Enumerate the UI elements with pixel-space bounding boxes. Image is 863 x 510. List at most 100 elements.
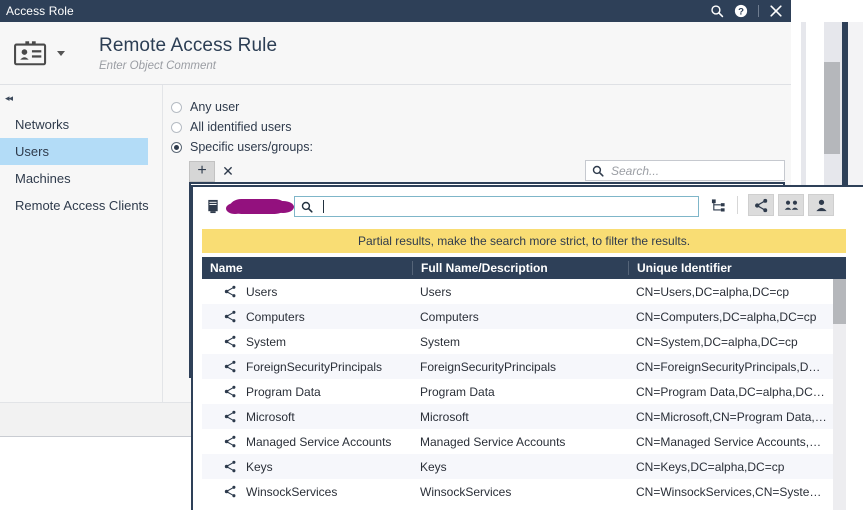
table-row[interactable]: Managed Service Accounts Managed Service … xyxy=(202,429,846,454)
table-scrollbar[interactable] xyxy=(833,279,846,510)
share-nodes-icon xyxy=(224,285,236,298)
redacted-domain-dropdown[interactable] xyxy=(226,198,294,214)
hierarchy-view-button[interactable] xyxy=(705,194,731,216)
radio-option-all-identified-users[interactable]: All identified users xyxy=(171,117,791,137)
table-row[interactable]: Program Data Program Data CN=Program Data,… xyxy=(202,379,846,404)
cell-name: ForeignSecurityPrincipals xyxy=(202,360,412,374)
toolbar-divider xyxy=(737,196,738,214)
dialog-search-input[interactable] xyxy=(294,196,699,217)
row-name-text: Users xyxy=(246,284,278,299)
page-title: Remote Access Rule xyxy=(99,34,278,56)
radio-specific-users-groups[interactable] xyxy=(171,141,182,153)
cell-unique-identifier: CN=WinsockServices,CN=System,DC... xyxy=(636,484,846,499)
sidebar-collapse-icon[interactable]: ◂◂ xyxy=(5,93,13,103)
share-nodes-icon xyxy=(224,460,236,473)
dialog-toolbar xyxy=(193,187,861,225)
cell-name: Microsoft xyxy=(202,410,412,424)
sidebar-item-users[interactable]: Users xyxy=(0,138,148,165)
table-row[interactable]: System System CN=System,DC=alpha,DC=cp xyxy=(202,329,846,354)
share-nodes-icon xyxy=(224,310,236,323)
close-icon[interactable] xyxy=(769,4,783,18)
id-badge-icon xyxy=(14,41,47,66)
search-icon xyxy=(592,165,604,177)
sidebar-item-networks[interactable]: Networks xyxy=(15,117,70,132)
user-view-button[interactable] xyxy=(808,194,834,216)
table-row[interactable]: Microsoft Microsoft CN=Microsoft,CN=Progra… xyxy=(202,404,846,429)
cell-name: Computers xyxy=(202,310,412,324)
radio-option-specific-users[interactable]: Specific users/groups: xyxy=(171,137,791,157)
window-title: Access Role xyxy=(6,4,74,18)
partial-results-banner: Partial results, make the search more st… xyxy=(202,229,846,253)
results-table: Name Full Name/Description Unique Identi… xyxy=(202,257,846,510)
row-name-text: Program Data xyxy=(246,384,321,399)
row-name-text: Computers xyxy=(246,309,305,324)
cell-unique-identifier: CN=Keys,DC=alpha,DC=cp xyxy=(636,459,785,474)
cell-full-name: Program Data xyxy=(420,384,495,399)
cell-full-name: Keys xyxy=(420,459,447,474)
cell-full-name: Managed Service Accounts xyxy=(420,434,566,449)
radio-any-user[interactable] xyxy=(171,101,182,113)
search-input[interactable]: Search... xyxy=(585,160,785,181)
object-titles: Remote Access Rule Enter Object Comment xyxy=(99,35,277,72)
bg-scrollbar-thumb[interactable] xyxy=(824,62,840,154)
help-icon[interactable]: ? xyxy=(734,4,748,18)
object-header: Remote Access Rule Enter Object Comment xyxy=(0,22,791,85)
search-icon xyxy=(301,201,313,213)
share-nodes-icon xyxy=(224,385,236,398)
share-nodes-icon xyxy=(754,198,767,212)
object-type-selector[interactable] xyxy=(12,38,65,68)
table-scrollbar-thumb[interactable] xyxy=(833,279,846,324)
share-nodes-icon xyxy=(224,485,236,498)
sidebar: ◂◂ Networks Users Machines Remote Access… xyxy=(0,85,163,402)
cell-unique-identifier: CN=Microsoft,CN=Program Data,DC... xyxy=(636,409,843,424)
cell-full-name: ForeignSecurityPrincipals xyxy=(420,359,557,374)
row-name-text: Microsoft xyxy=(246,409,295,424)
row-name-text: Keys xyxy=(246,459,273,474)
titlebar-divider xyxy=(758,5,759,17)
table-row[interactable]: Users Users CN=Users,DC=alpha,DC=cp xyxy=(202,279,846,304)
sidebar-nav: Networks Users Machines Remote Access Cl… xyxy=(0,111,163,219)
share-view-button[interactable] xyxy=(748,194,774,216)
remove-button[interactable]: ✕ xyxy=(215,161,241,182)
server-icon[interactable] xyxy=(207,199,219,214)
radio-label-all-identified-users: All identified users xyxy=(190,120,292,134)
plus-icon: + xyxy=(197,162,207,179)
cell-unique-identifier: CN=Managed Service Accounts,DC=... xyxy=(636,434,844,449)
cell-full-name: Microsoft xyxy=(420,409,469,424)
text-caret xyxy=(323,200,324,213)
column-header-full-name[interactable]: Full Name/Description xyxy=(412,261,628,275)
share-nodes-icon xyxy=(224,410,236,423)
share-nodes-icon xyxy=(224,335,236,348)
sidebar-item-machines[interactable]: Machines xyxy=(15,171,71,186)
cell-name: Program Data xyxy=(202,385,412,399)
cell-name: System xyxy=(202,335,412,349)
object-comment-field[interactable]: Enter Object Comment xyxy=(99,59,216,72)
object-picker-dialog: ✕ xyxy=(191,185,863,510)
table-row[interactable]: Keys Keys CN=Keys,DC=alpha,DC=cp xyxy=(202,454,846,479)
column-header-unique-identifier[interactable]: Unique Identifier xyxy=(628,261,846,275)
radio-label-any-user: Any user xyxy=(190,100,240,114)
cell-name: Managed Service Accounts xyxy=(202,435,412,449)
add-button[interactable]: + xyxy=(189,160,215,182)
row-name-text: ForeignSecurityPrincipals xyxy=(246,359,383,374)
search-icon[interactable] xyxy=(710,4,724,18)
cell-name: Users xyxy=(202,285,412,299)
search-placeholder: Search... xyxy=(611,163,660,178)
list-toolbar: + ✕ Search... xyxy=(189,160,785,182)
radio-option-any-user[interactable]: Any user xyxy=(171,97,791,117)
cell-unique-identifier: CN=Program Data,DC=alpha,DC=cp xyxy=(636,384,833,399)
radio-all-identified-users[interactable] xyxy=(171,121,182,133)
table-header-row: Name Full Name/Description Unique Identi… xyxy=(202,257,846,279)
svg-text:?: ? xyxy=(738,7,744,18)
single-user-icon xyxy=(815,199,827,211)
table-row[interactable]: Computers Computers CN=Computers,DC=alpha,… xyxy=(202,304,846,329)
table-row[interactable]: WinsockServices WinsockServices CN=Winsock… xyxy=(202,479,846,504)
column-header-name[interactable]: Name xyxy=(210,261,243,275)
share-nodes-icon xyxy=(224,360,236,373)
group-view-button[interactable] xyxy=(778,194,804,216)
cell-unique-identifier: CN=Computers,DC=alpha,DC=cp xyxy=(636,309,817,324)
cell-unique-identifier: CN=ForeignSecurityPrincipals,DC=al... xyxy=(636,359,844,374)
sidebar-item-remote-access-clients[interactable]: Remote Access Clients xyxy=(15,198,149,213)
table-row[interactable]: ForeignSecurityPrincipals ForeignSecurity… xyxy=(202,354,846,379)
